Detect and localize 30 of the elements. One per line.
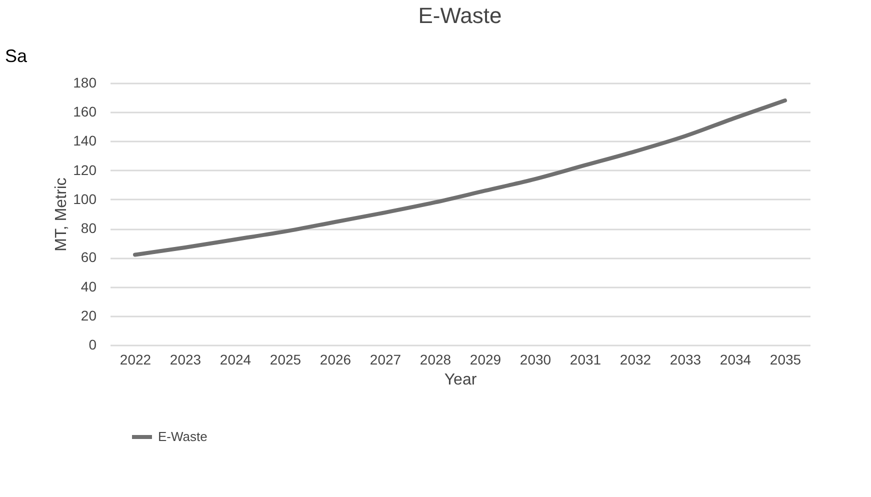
y-tick-label: 180: [73, 74, 97, 90]
x-tick-label: 2032: [620, 352, 652, 368]
x-tick-label: 2033: [670, 352, 702, 368]
y-tick-label: 140: [73, 132, 97, 149]
x-tick-label: 2023: [170, 352, 202, 368]
y-tick-label: 120: [73, 162, 97, 178]
line-series: [133, 98, 787, 257]
chart-title: E-Waste: [418, 3, 502, 28]
y-axis-title: MT, Metric: [53, 178, 70, 252]
x-tick-label: 2030: [520, 352, 552, 368]
x-axis-title: Year: [444, 372, 478, 388]
x-tick-label: 2029: [470, 352, 502, 368]
x-tick-label: 2026: [320, 352, 352, 368]
y-tick-label: 160: [73, 104, 97, 120]
y-tick-label: 40: [80, 278, 97, 294]
x-tick-label: 2024: [220, 352, 252, 368]
x-tick-label: 2028: [420, 352, 452, 368]
y-tick-label: 0: [88, 336, 97, 352]
x-tick-label: 2022: [120, 352, 152, 368]
x-tick-label: 2035: [770, 352, 802, 368]
y-tick-label: 60: [80, 249, 97, 266]
y-tick-label: 100: [73, 190, 97, 207]
x-tick-label: 2027: [370, 352, 402, 368]
x-tick-label: 2025: [270, 352, 302, 368]
y-tick-label: 20: [80, 307, 97, 324]
x-tick-label: 2034: [720, 352, 752, 368]
y-tick-label: 80: [80, 220, 97, 236]
text: Sa: [5, 46, 28, 66]
x-tick-label: 2031: [570, 352, 602, 368]
legend-label: E-Waste: [158, 429, 208, 444]
